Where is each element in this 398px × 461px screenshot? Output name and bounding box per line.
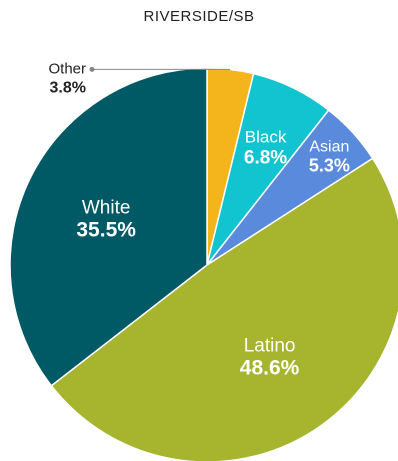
slice-value-other: 3.8% bbox=[50, 79, 86, 96]
chart-title: RIVERSIDE/SB bbox=[143, 8, 255, 25]
slice-label-black: Black bbox=[245, 128, 287, 147]
slice-label-latino: Latino bbox=[244, 335, 296, 356]
slice-value-white: 35.5% bbox=[76, 219, 136, 242]
slice-value-asian: 5.3% bbox=[309, 156, 350, 176]
slice-label-other: Other bbox=[48, 60, 86, 77]
slice-value-black: 6.8% bbox=[244, 148, 287, 169]
callout-dot-other bbox=[89, 66, 95, 72]
pie-slice-latino bbox=[50, 157, 398, 461]
slice-label-white: White bbox=[82, 198, 131, 219]
slice-value-latino: 48.6% bbox=[240, 356, 300, 379]
slice-label-asian: Asian bbox=[309, 139, 349, 156]
pie-slice-white bbox=[9, 67, 208, 387]
